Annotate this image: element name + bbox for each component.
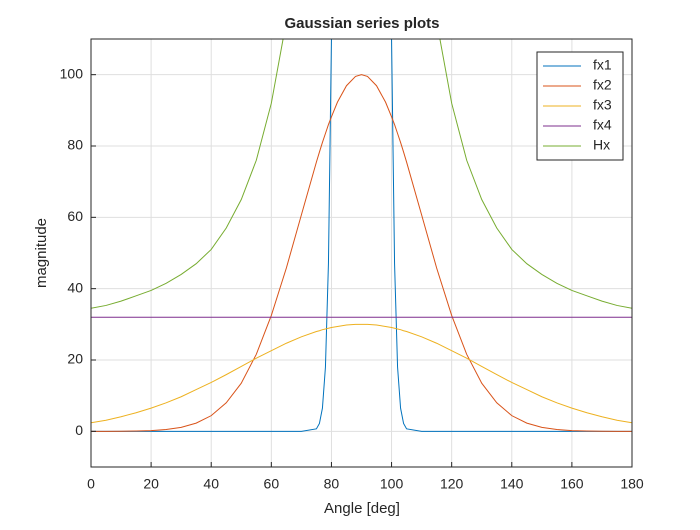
- legend-label: fx2: [593, 77, 612, 93]
- x-tick-label: 20: [143, 476, 159, 492]
- lines: [91, 39, 632, 432]
- axes-box: [90, 38, 633, 468]
- x-tick-label: 60: [264, 476, 280, 492]
- legend: fx1 fx2 fx3 fx4 Hx: [536, 51, 624, 161]
- y-tick-label: 0: [75, 422, 83, 438]
- x-tick-label: 180: [620, 476, 644, 492]
- x-tick-label: 40: [203, 476, 219, 492]
- x-tick-label: 80: [324, 476, 340, 492]
- y-tick-label: 80: [67, 137, 83, 153]
- x-tick-label: 100: [380, 476, 404, 492]
- y-tick-label: 100: [60, 65, 84, 81]
- legend-label: fx4: [593, 117, 612, 133]
- x-tick-label: 140: [500, 476, 524, 492]
- legend-label: Hx: [593, 137, 610, 153]
- y-tick-label: 20: [67, 351, 83, 367]
- x-tick-label: 120: [440, 476, 464, 492]
- y-axis-label: magnitude: [33, 218, 50, 288]
- x-tick-label: 0: [87, 476, 95, 492]
- legend-label: fx1: [593, 57, 612, 73]
- series-line: [91, 323, 632, 424]
- chart-title: Gaussian series plots: [284, 15, 439, 32]
- x-tick-label: 160: [560, 476, 584, 492]
- y-tick-label: 60: [67, 208, 83, 224]
- x-axis-label: Angle [deg]: [324, 500, 400, 517]
- y-tick-label: 40: [67, 279, 83, 295]
- series-line: [91, 39, 632, 432]
- legend-label: fx3: [593, 97, 612, 113]
- ticks: 0 20 40 60 80 100 120 140 160 180 0 20 40 60 80 100: [60, 65, 644, 491]
- series-line: [91, 39, 632, 309]
- series-line: [91, 74, 632, 432]
